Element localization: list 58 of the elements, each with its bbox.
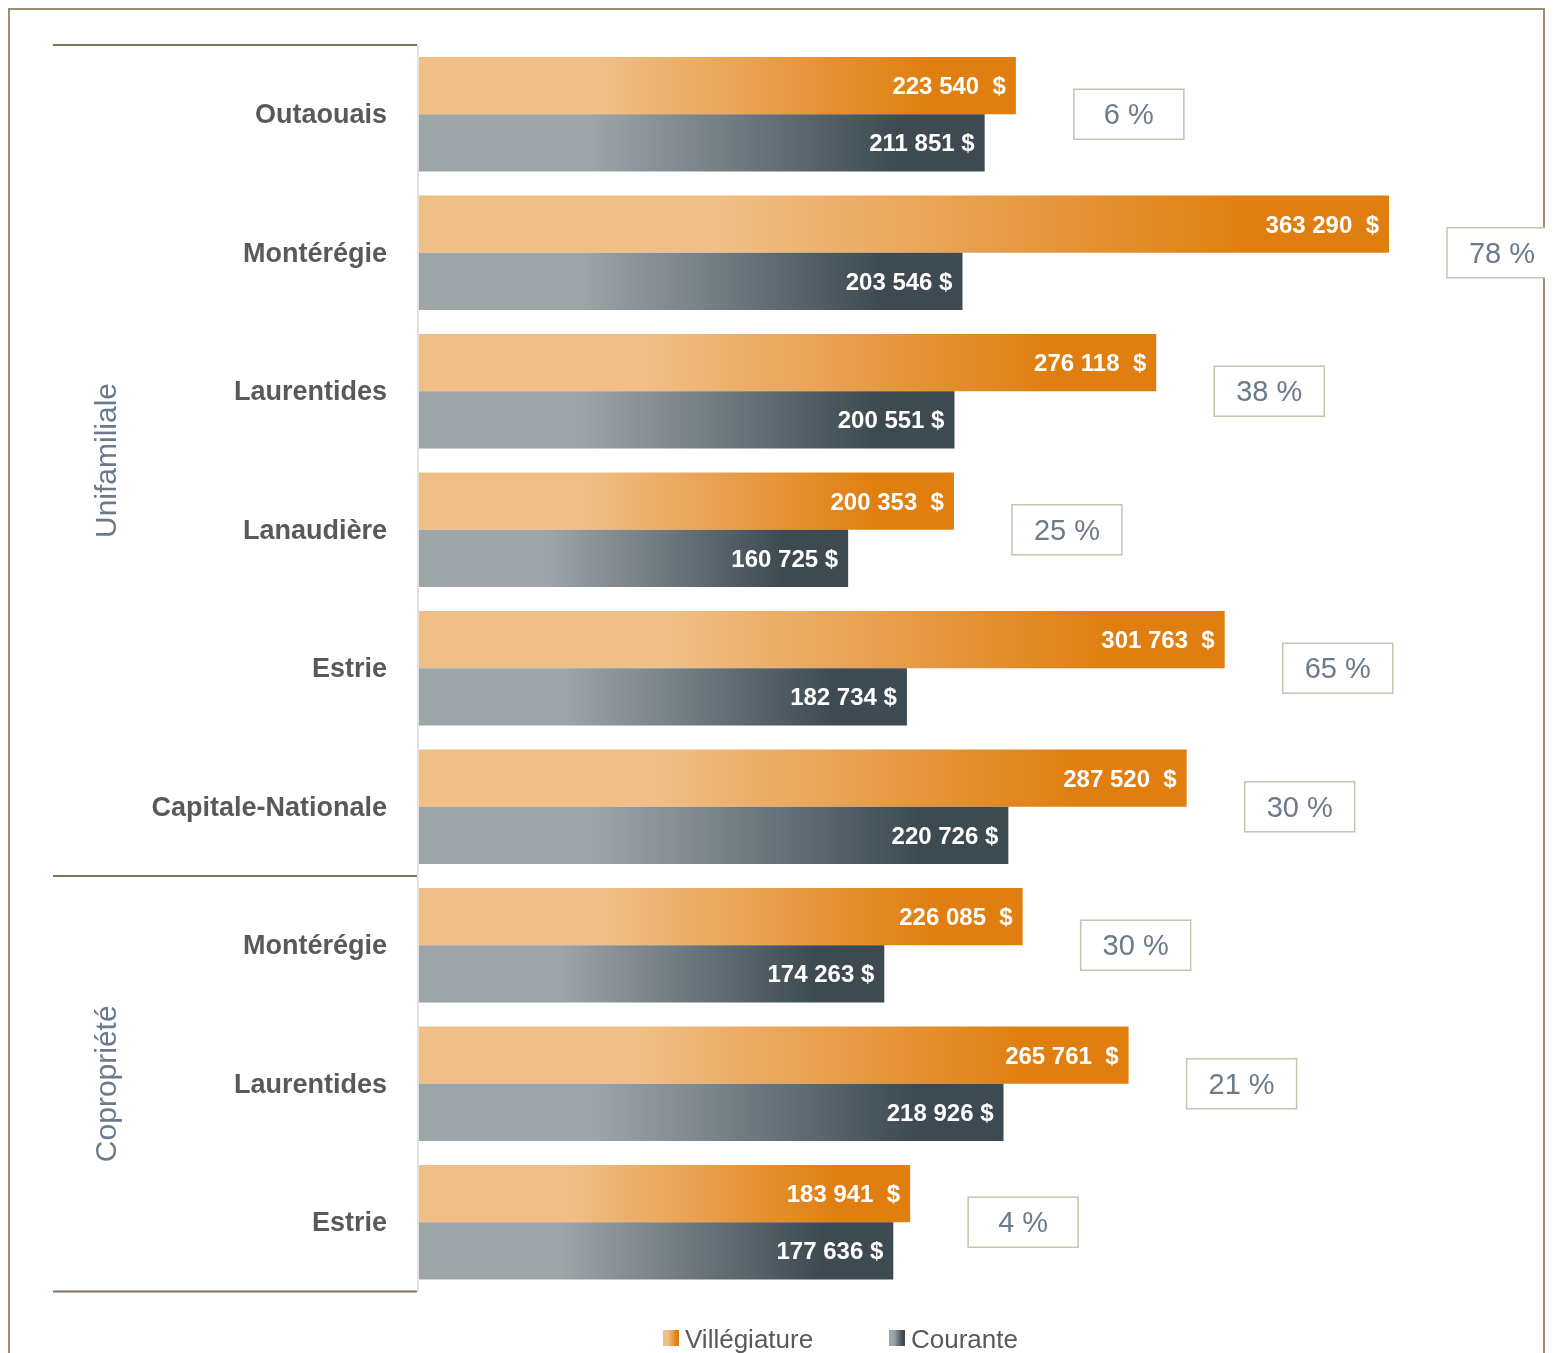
annotation: 6 %: [1103, 98, 1154, 131]
legend-label: Courante: [911, 1324, 1018, 1353]
bar: [419, 1026, 1129, 1084]
y-tick-label: Estrie: [311, 653, 387, 684]
data-label: 301 763 $: [1101, 626, 1216, 654]
bar: [419, 806, 1009, 864]
bar: [419, 611, 1225, 669]
data-label: 183 941 $: [786, 1180, 901, 1208]
data-label: 363 290 $: [1265, 210, 1380, 238]
y-tick-label: Montérégie: [242, 930, 387, 961]
annotation: 4 %: [998, 1206, 1049, 1239]
data-label: 276 118 $: [1034, 349, 1147, 377]
data-label: 174 263 $: [767, 960, 875, 988]
y-axis-title: Unifamiliale: [88, 382, 122, 539]
data-label: 203 546 $: [845, 267, 954, 295]
data-label: 226 085 $: [899, 903, 1014, 931]
bar: [419, 1083, 1004, 1141]
bar: [419, 391, 955, 449]
data-label: 177 636 $: [776, 1237, 884, 1265]
y-tick-label: Lanaudière: [242, 514, 387, 545]
bar: [419, 57, 1016, 115]
bar: [419, 195, 1389, 253]
y-tick-label: Outaouais: [254, 99, 387, 130]
y-tick-label: Montérégie: [242, 237, 387, 268]
data-label: 223 540 $: [892, 72, 1007, 100]
bar: [419, 252, 963, 310]
data-label: 200 551 $: [837, 406, 946, 434]
annotation: 38 %: [1236, 375, 1303, 408]
bar: [419, 1165, 911, 1223]
data-label: 287 520 $: [1063, 764, 1178, 792]
bar: [419, 668, 907, 726]
data-label: 218 926 $: [886, 1098, 995, 1126]
bar: [419, 334, 1157, 392]
bar: [419, 888, 1023, 946]
bar: [419, 114, 985, 172]
annotation: 25 %: [1033, 513, 1101, 546]
data-label: 182 734 $: [790, 683, 898, 711]
data-label: 211 851 $: [869, 129, 976, 157]
bar: [419, 749, 1187, 807]
text: 21 %: [1208, 1067, 1275, 1100]
annotation: 30 %: [1266, 790, 1333, 823]
text: 78 %: [1468, 236, 1536, 269]
bar: [419, 529, 849, 587]
annotation: 65 %: [1304, 652, 1371, 685]
data-label: 160 725 $: [731, 544, 839, 572]
bar: [419, 472, 954, 530]
bar: [419, 1222, 894, 1280]
y-tick-label: Capitale-Nationale: [151, 791, 387, 822]
legend-label: Villégiature: [685, 1324, 814, 1353]
y-tick-label: Laurentides: [233, 376, 387, 407]
data-label: 200 353 $: [830, 487, 945, 515]
y-tick-label: Estrie: [311, 1207, 387, 1238]
annotation: 30 %: [1102, 929, 1169, 962]
data-label: 265 761 $: [1005, 1041, 1120, 1069]
bar: [419, 945, 885, 1003]
data-label: 220 726 $: [891, 821, 999, 849]
y-axis-title: Copropriété: [88, 1005, 122, 1163]
y-tick-label: Laurentides: [233, 1068, 387, 1099]
